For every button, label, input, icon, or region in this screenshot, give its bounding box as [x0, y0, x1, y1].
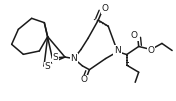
- Text: N: N: [114, 46, 121, 55]
- Text: S: S: [44, 62, 50, 71]
- Text: O: O: [81, 75, 88, 85]
- Text: S: S: [53, 53, 58, 62]
- Text: N: N: [71, 54, 77, 63]
- Text: O: O: [131, 31, 138, 40]
- Text: O: O: [102, 4, 109, 14]
- Text: O: O: [147, 46, 155, 55]
